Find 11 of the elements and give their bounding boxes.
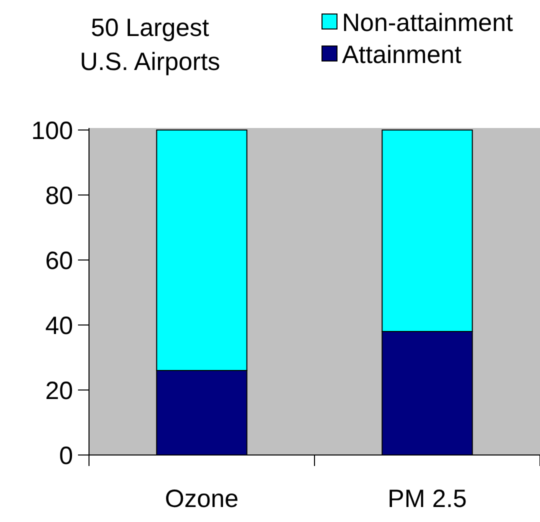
y-tick-label: 60 — [45, 246, 73, 275]
x-tick-label: Ozone — [164, 485, 239, 513]
chart-title: 50 Largest U.S. Airports — [80, 14, 220, 76]
y-tick-label: 80 — [45, 182, 73, 210]
x-tick-label: PM 2.5 — [388, 485, 467, 513]
y-tick-label: 100 — [31, 116, 73, 145]
y-tick-label: 20 — [45, 376, 73, 405]
legend-label: Attainment — [342, 40, 462, 69]
y-tick-label: 0 — [59, 442, 73, 470]
legend-label: Non-attainment — [342, 8, 513, 37]
y-tick-label: 40 — [45, 312, 73, 340]
